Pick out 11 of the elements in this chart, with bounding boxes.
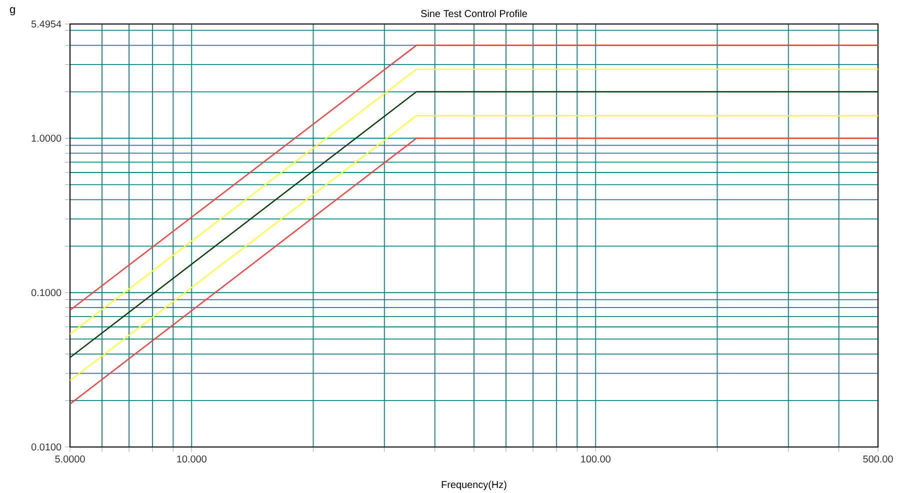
x-tick-label: 100.00 (581, 455, 610, 462)
x-axis-title: Frequency(Hz) (442, 480, 506, 490)
y-axis-title: g (10, 6, 15, 16)
chart-title: Sine Test Control Profile (421, 10, 527, 17)
x-tick-label: 5.0000 (55, 455, 85, 462)
y-tick-label: 0.0100 (31, 443, 62, 450)
y-tick-label: 0.1000 (31, 288, 62, 296)
y-tick-label: 5.4954 (31, 20, 62, 28)
x-tick-label: 500.00 (863, 455, 893, 462)
y-tick-label: 1.0000 (32, 134, 62, 142)
x-tick-label: 10.000 (177, 455, 206, 462)
